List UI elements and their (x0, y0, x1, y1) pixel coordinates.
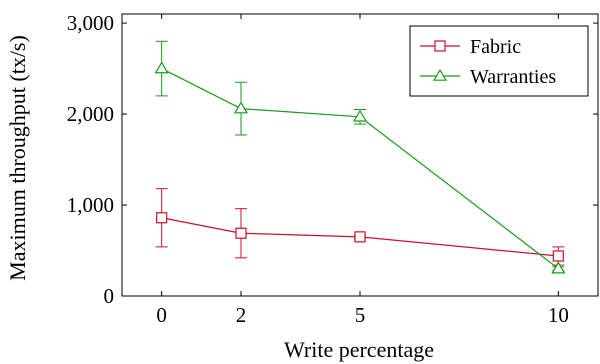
x-tick-label: 5 (355, 303, 366, 327)
series-line-warranties (161, 68, 559, 270)
legend-marker-fabric (434, 40, 446, 52)
x-axis-label: Write percentage (284, 337, 434, 362)
series-line-fabric (161, 217, 559, 257)
point-fabric (156, 212, 168, 224)
legend-marker-warranties (432, 68, 448, 81)
point-warranties (352, 109, 368, 122)
point-fabric (235, 227, 247, 239)
legend-box (409, 25, 589, 97)
legend-label-fabric: Fabric (470, 36, 521, 58)
point-fabric (552, 250, 564, 262)
legend-label-warranties: Warranties (470, 66, 556, 88)
point-warranties (551, 261, 566, 274)
y-tick-label: 1,000 (67, 193, 114, 217)
point-warranties (233, 101, 249, 114)
x-tick-label: 10 (548, 303, 569, 327)
y-tick-label: 0 (104, 284, 115, 308)
point-fabric (354, 231, 366, 243)
point-warranties (154, 61, 169, 74)
y-tick-label: 2,000 (67, 102, 114, 126)
y-axis-label: Maximum throughput (tx/s) (5, 35, 30, 281)
x-tick-label: 0 (156, 303, 167, 327)
x-tick-label: 2 (236, 303, 247, 327)
y-tick-label: 3,000 (67, 11, 114, 35)
